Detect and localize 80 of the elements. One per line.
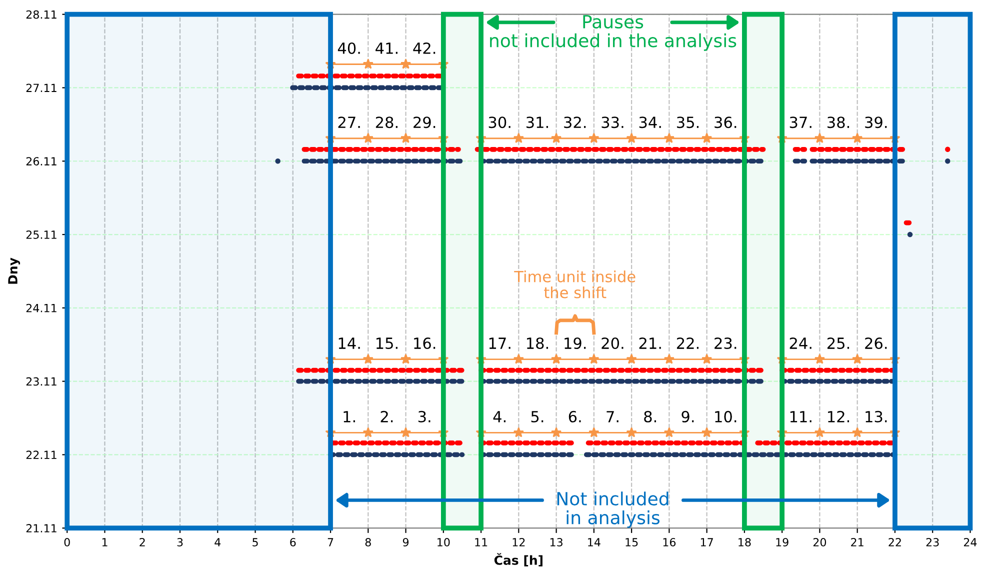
annotation: 37.: [790, 116, 812, 128]
annotation: 5.: [531, 411, 544, 422]
annotation: 40.: [338, 42, 360, 54]
annotation: 15.: [376, 338, 398, 350]
annotation: 24.: [790, 337, 812, 349]
y-tick-label: 27.11: [26, 84, 56, 92]
annotation: 17.: [489, 338, 510, 349]
x-tick-label: 9: [402, 538, 409, 546]
annotation: 10.: [715, 410, 736, 422]
x-tick-label: 10: [438, 538, 450, 546]
annotation: 6.: [568, 410, 581, 422]
annotation: 23.: [714, 337, 736, 350]
annotation: Pauses not included in the analysis: [490, 15, 736, 51]
annotation: 22.: [676, 337, 698, 349]
annotation: 36.: [714, 116, 736, 128]
annotation: 4.: [493, 411, 506, 422]
y-tick-label: 28.11: [26, 10, 56, 19]
x-tick-label: 22: [888, 538, 901, 546]
annotation: 30.: [488, 116, 510, 128]
annotation: 32.: [564, 116, 586, 128]
annotation: 16.: [414, 337, 436, 350]
x-tick-label: 1: [102, 538, 108, 546]
y-tick-label: 25.11: [26, 230, 56, 239]
x-tick-label: 17: [700, 538, 713, 546]
annotation: 13.: [866, 410, 887, 422]
x-tick-label: 5: [252, 538, 258, 546]
y-tick-label: 26.11: [26, 157, 56, 166]
y-tick-label: 24.11: [26, 304, 56, 312]
annotation: 28.: [376, 116, 398, 128]
annotation: 20.: [602, 337, 624, 350]
annotation: 25.: [827, 337, 850, 350]
annotation: 35.: [677, 116, 698, 128]
annotation: Not included in analysis: [557, 492, 668, 528]
annotation: 11.: [790, 411, 812, 422]
annotation: 29.: [414, 116, 436, 128]
y-axis-title: Dny: [8, 258, 20, 284]
annotation: 9.: [682, 410, 694, 422]
annotation: 19.: [564, 337, 586, 350]
x-tick-label: 3: [177, 538, 183, 546]
annotation: 12.: [828, 410, 850, 422]
x-tick-label: 18: [738, 538, 751, 546]
x-tick-label: 23: [926, 538, 939, 546]
x-tick-label: 19: [776, 538, 788, 546]
annotation: 27.: [338, 116, 360, 128]
x-tick-label: 0: [64, 538, 70, 546]
x-tick-label: 15: [626, 538, 638, 546]
y-tick-label: 22.11: [26, 450, 56, 459]
annotation: 31.: [526, 116, 548, 128]
annotation: 34.: [639, 116, 661, 128]
annotation: 2.: [380, 410, 393, 422]
x-tick-label: 13: [550, 538, 562, 546]
x-tick-label: 7: [328, 538, 334, 546]
x-tick-label: 24: [964, 538, 977, 546]
x-tick-label: 16: [663, 538, 676, 546]
annotation: 14.: [338, 338, 360, 349]
x-tick-label: 20: [813, 538, 826, 546]
annotation: 8.: [644, 410, 656, 422]
x-tick-label: 14: [588, 538, 600, 546]
annotation: 21.: [639, 337, 661, 349]
x-tick-label: 4: [214, 538, 221, 546]
annotation: 1.: [344, 411, 355, 422]
annotation: 3.: [418, 410, 430, 422]
annotation: Time unit inside the shift: [514, 270, 636, 298]
x-tick-label: 2: [140, 538, 145, 546]
x-tick-label: 6: [290, 538, 296, 546]
x-tick-label: 11: [475, 538, 488, 546]
annotation: 33.: [602, 116, 624, 128]
annotation: 38.: [828, 116, 850, 128]
y-tick-label: 23.11: [26, 377, 56, 386]
annotation: 18.: [527, 337, 548, 350]
x-tick-label: 8: [365, 538, 371, 546]
y-tick-label: 21.11: [26, 524, 56, 532]
annotation: 39.: [865, 116, 887, 128]
annotation: 26.: [865, 337, 887, 350]
x-axis-title: Čas [h]: [494, 553, 542, 566]
annotation: 42.: [413, 42, 436, 54]
annotation: 41.: [376, 42, 398, 54]
x-tick-label: 12: [512, 538, 525, 546]
annotation: 7.: [606, 411, 618, 422]
x-tick-label: 21: [851, 538, 864, 546]
